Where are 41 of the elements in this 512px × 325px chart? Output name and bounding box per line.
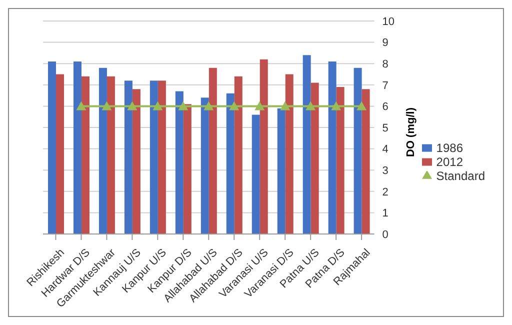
legend-label: Standard [436,168,485,182]
bar [183,104,192,234]
y-tick-label: 2 [382,186,388,198]
bar [336,87,344,234]
y-tick-label: 9 [382,37,388,50]
bar [277,108,286,234]
y-tick-label: 8 [382,58,388,71]
bar [106,76,115,234]
bar [302,55,311,234]
bar [132,89,140,234]
bar [234,76,242,234]
legend-label: 2012 [436,154,463,168]
bar [310,82,319,234]
y-tick-label: 0 [382,228,388,241]
bar [48,61,56,234]
bar [150,80,158,234]
bar [226,93,234,234]
bar [200,98,209,234]
bar [124,80,132,234]
y-tick-label: 1 [382,208,388,220]
bar [354,68,362,234]
bar [260,59,268,234]
bar [73,61,82,234]
bar [208,68,217,234]
y-tick-label: 6 [382,101,388,114]
bar [56,74,64,234]
bar [175,91,184,234]
y-tick-label: 5 [382,122,388,134]
y-tick-label: 7 [382,80,388,92]
bar [328,61,336,234]
bar [81,76,90,234]
bar [285,74,294,234]
y-axis-title: DO (mg/l) [405,107,418,157]
bar [362,89,370,234]
y-tick-label: 3 [382,165,388,178]
y-tick-label: 10 [382,16,395,28]
bar [252,114,260,234]
legend-label: 1986 [436,140,463,154]
y-tick-label: 4 [382,144,388,156]
bar [98,68,107,234]
bar [158,80,166,234]
